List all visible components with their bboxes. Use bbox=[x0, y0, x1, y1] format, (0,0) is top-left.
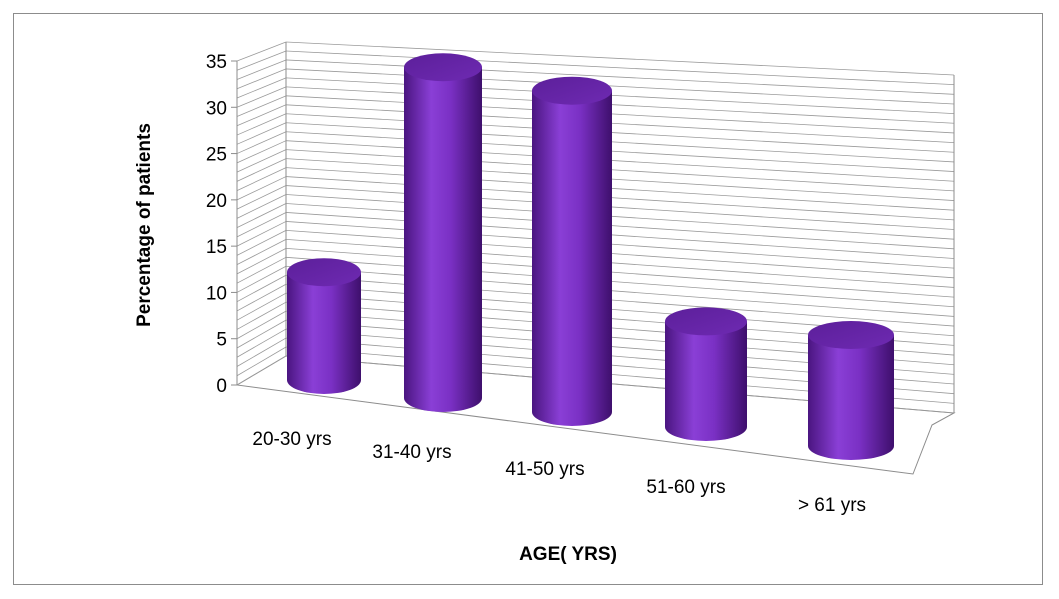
side-gridline bbox=[236, 328, 287, 358]
side-gridline bbox=[236, 283, 287, 312]
back-gridline bbox=[285, 122, 955, 163]
y-tick-label: 20 bbox=[206, 191, 227, 212]
back-gridline bbox=[285, 265, 955, 317]
bar-body bbox=[532, 90, 612, 426]
chart-frame bbox=[13, 13, 1043, 585]
back-gridline bbox=[285, 176, 955, 221]
back-gridline bbox=[285, 203, 955, 250]
bar-body bbox=[287, 272, 361, 394]
side-gridline bbox=[236, 86, 287, 108]
back-gridline bbox=[285, 247, 955, 298]
back-gridline bbox=[285, 221, 955, 269]
back-gridline bbox=[285, 41, 955, 76]
bar-41-50-yrs bbox=[532, 76, 612, 426]
y-tick-label: 15 bbox=[206, 237, 227, 258]
back-gridline bbox=[285, 140, 955, 182]
back-gridline bbox=[285, 131, 955, 172]
side-gridline bbox=[236, 185, 287, 210]
bar-top bbox=[287, 258, 361, 287]
side-gridline bbox=[236, 292, 287, 321]
side-gridline bbox=[236, 274, 287, 303]
side-gridline bbox=[236, 355, 287, 386]
back-gridline bbox=[285, 238, 955, 288]
back-gridline bbox=[285, 230, 955, 279]
back-gridline bbox=[285, 274, 955, 327]
x-tick-label: 20-30 yrs bbox=[252, 429, 331, 450]
y-tick-label: 30 bbox=[206, 98, 227, 119]
y-tick-label: 25 bbox=[206, 145, 227, 166]
back-gridline bbox=[285, 149, 955, 192]
back-gridline bbox=[285, 86, 955, 124]
bar-51-60-yrs bbox=[665, 307, 747, 441]
x-axis-title: AGE( YRS) bbox=[519, 544, 617, 565]
side-gridline bbox=[236, 194, 287, 219]
back-gridline bbox=[285, 167, 955, 211]
back-gridline bbox=[285, 256, 955, 308]
back-gridline bbox=[285, 158, 955, 201]
bar-top bbox=[808, 321, 894, 349]
side-gridline bbox=[236, 50, 287, 71]
bar-61-yrs bbox=[808, 321, 894, 460]
side-gridline bbox=[236, 337, 287, 367]
x-tick-label: 41-50 yrs bbox=[505, 459, 584, 480]
bar-top bbox=[404, 53, 482, 82]
side-gridline bbox=[236, 256, 287, 284]
y-axis: 0 5 10 15 20 25 30 35 bbox=[206, 52, 238, 397]
y-tick-label: 10 bbox=[206, 283, 227, 304]
side-gridline bbox=[236, 176, 287, 201]
side-gridline bbox=[236, 346, 287, 377]
side-gridline bbox=[236, 41, 287, 62]
bar-20-30-yrs bbox=[287, 258, 361, 394]
bar-top bbox=[665, 307, 747, 336]
bar-top bbox=[532, 76, 612, 105]
side-gridline bbox=[236, 140, 287, 164]
back-gridline bbox=[285, 104, 955, 143]
side-gridline bbox=[236, 113, 287, 136]
back-gridline bbox=[285, 212, 955, 259]
side-gridline bbox=[236, 212, 287, 238]
back-gridline bbox=[285, 95, 955, 134]
y-tick-label: 35 bbox=[206, 52, 227, 73]
bar-31-40-yrs bbox=[404, 53, 482, 412]
x-tick-label: 51-60 yrs bbox=[646, 477, 725, 498]
side-gridline bbox=[236, 95, 287, 117]
back-gridline bbox=[285, 194, 955, 240]
x-tick-label: 31-40 yrs bbox=[372, 442, 451, 463]
y-tick-label: 0 bbox=[216, 376, 227, 397]
side-gridline bbox=[236, 104, 287, 127]
bar-body bbox=[404, 67, 482, 412]
side-gridline bbox=[236, 247, 287, 275]
side-gridline bbox=[236, 230, 287, 256]
side-gridline bbox=[236, 319, 287, 349]
side-gridline bbox=[236, 239, 287, 266]
bar-body bbox=[665, 321, 747, 441]
back-gridline bbox=[285, 77, 955, 115]
x-axis-ticks: 20-30 yrs 31-40 yrs 41-50 yrs 51-60 yrs > 61… bbox=[252, 429, 866, 516]
back-gridline bbox=[285, 113, 955, 153]
side-gridline bbox=[236, 59, 287, 80]
side-gridline bbox=[236, 68, 287, 90]
side-gridline bbox=[236, 301, 287, 330]
side-gridline bbox=[236, 77, 287, 99]
x-tick-label: > 61 yrs bbox=[798, 495, 866, 516]
back-gridline bbox=[285, 68, 955, 105]
bar-body bbox=[808, 335, 894, 460]
side-gridline bbox=[236, 221, 287, 247]
y-axis-title: Percentage of patients bbox=[134, 123, 155, 327]
y-tick-label: 5 bbox=[216, 330, 227, 351]
side-gridline bbox=[236, 131, 287, 154]
side-gridline bbox=[236, 158, 287, 182]
back-gridline bbox=[285, 59, 955, 95]
side-gridline bbox=[236, 122, 287, 145]
bars bbox=[287, 53, 894, 460]
side-gridline bbox=[236, 265, 287, 293]
side-gridline bbox=[236, 310, 287, 340]
side-gridline bbox=[236, 167, 287, 191]
back-gridline bbox=[285, 185, 955, 230]
side-gridline bbox=[236, 149, 287, 173]
side-gridline bbox=[236, 203, 287, 228]
back-gridline bbox=[285, 50, 955, 86]
